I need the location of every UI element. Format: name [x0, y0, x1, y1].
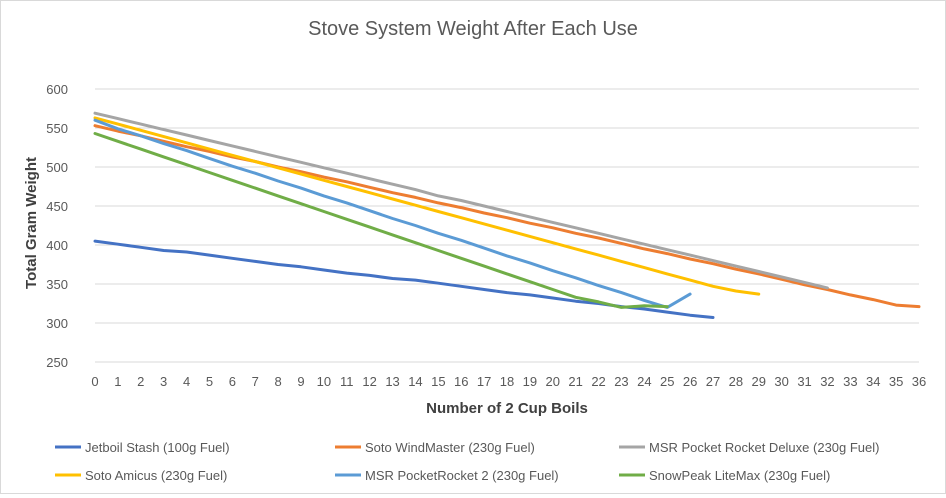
y-tick-label: 300: [46, 316, 68, 331]
x-tick-label: 7: [252, 374, 259, 389]
x-tick-label: 18: [500, 374, 514, 389]
y-tick-label: 350: [46, 277, 68, 292]
x-tick-label: 3: [160, 374, 167, 389]
legend-label: Soto Amicus (230g Fuel): [85, 468, 227, 483]
x-tick-label: 23: [614, 374, 628, 389]
x-tick-label: 13: [385, 374, 399, 389]
x-tick-label: 11: [340, 374, 354, 389]
x-tick-label: 5: [206, 374, 213, 389]
x-tick-label: 22: [591, 374, 605, 389]
legend-label: MSR Pocket Rocket Deluxe (230g Fuel): [649, 440, 879, 455]
x-tick-label: 14: [408, 374, 422, 389]
x-axis-ticks: 0 1 2 3 4 5 6 7 8 9 10 11 12 13 14 15 16 17 18 19 20 21 22 23 24…: [91, 374, 926, 389]
x-tick-label: 33: [843, 374, 857, 389]
x-tick-label: 32: [820, 374, 834, 389]
series-line: [93, 132, 669, 309]
y-axis-title: Total Gram Weight: [23, 157, 40, 289]
x-tick-label: 10: [317, 374, 331, 389]
x-tick-label: 21: [568, 374, 582, 389]
y-tick-label: 250: [46, 355, 68, 370]
series-line: [93, 124, 921, 309]
x-tick-label: 35: [889, 374, 903, 389]
x-tick-label: 20: [546, 374, 560, 389]
x-tick-label: 4: [183, 374, 190, 389]
gridlines: [95, 88, 919, 324]
legend: Jetboil Stash (100g Fuel) Soto WindMaster…: [55, 440, 879, 483]
x-tick-label: 19: [523, 374, 537, 389]
x-tick-label: 9: [297, 374, 304, 389]
y-tick-label: 500: [46, 160, 68, 175]
x-tick-label: 30: [774, 374, 788, 389]
series-lines: [93, 111, 921, 319]
x-tick-label: 29: [752, 374, 766, 389]
series-line: [93, 116, 761, 296]
legend-label: Jetboil Stash (100g Fuel): [85, 440, 230, 455]
x-tick-label: 2: [137, 374, 144, 389]
x-tick-label: 12: [362, 374, 376, 389]
x-tick-label: 27: [706, 374, 720, 389]
legend-label: Soto WindMaster (230g Fuel): [365, 440, 535, 455]
y-tick-label: 600: [46, 82, 68, 97]
y-tick-label: 550: [46, 121, 68, 136]
legend-label: MSR PocketRocket 2 (230g Fuel): [365, 468, 559, 483]
x-tick-label: 31: [797, 374, 811, 389]
x-axis-title: Number of 2 Cup Boils: [426, 400, 588, 417]
x-tick-label: 34: [866, 374, 880, 389]
chart-title: Stove System Weight After Each Use: [308, 18, 638, 40]
legend-label: SnowPeak LiteMax (230g Fuel): [649, 468, 830, 483]
x-tick-label: 15: [431, 374, 445, 389]
series-line: [93, 118, 692, 309]
x-tick-label: 25: [660, 374, 674, 389]
x-tick-label: 1: [114, 374, 121, 389]
x-tick-label: 36: [912, 374, 926, 389]
y-tick-label: 400: [46, 238, 68, 253]
series-line: [93, 111, 829, 290]
x-tick-label: 0: [91, 374, 98, 389]
x-tick-label: 28: [729, 374, 743, 389]
x-tick-label: 26: [683, 374, 697, 389]
y-axis-ticks: 250 300 350 400 450 500 550 600: [46, 82, 68, 370]
y-tick-label: 450: [46, 199, 68, 214]
x-tick-label: 6: [229, 374, 236, 389]
x-tick-label: 24: [637, 374, 651, 389]
x-tick-label: 16: [454, 374, 468, 389]
x-tick-label: 17: [477, 374, 491, 389]
x-tick-label: 8: [274, 374, 281, 389]
